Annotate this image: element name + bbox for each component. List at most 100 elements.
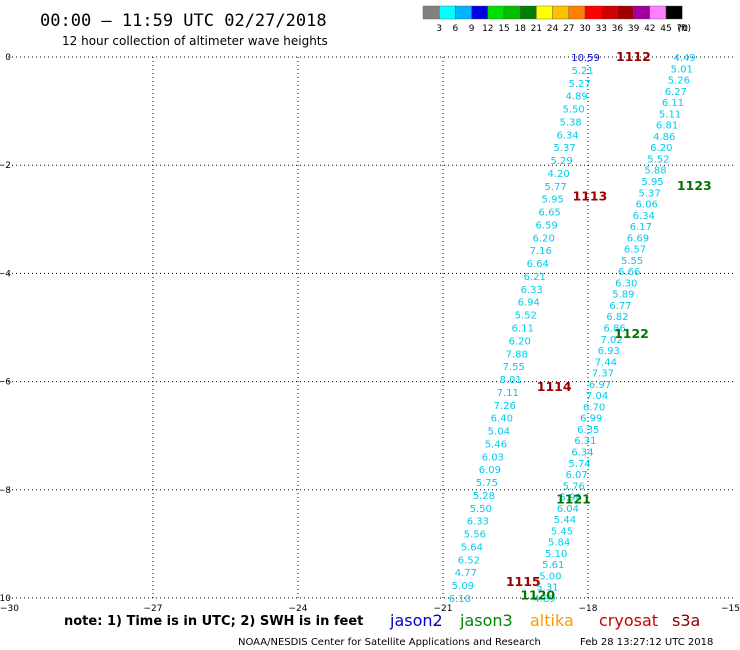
wave-height-value: 5.28 — [473, 491, 495, 502]
wave-height-value: 6.94 — [518, 298, 540, 309]
wave-height-value: 6.09 — [479, 465, 501, 476]
wave-height-value: 6.31 — [574, 436, 596, 447]
color-scale-label: 27 — [563, 24, 574, 34]
wave-height-value: 5.89 — [612, 290, 634, 301]
wave-height-value: 6.34 — [556, 130, 578, 141]
color-swatch — [520, 5, 537, 20]
orbit-number: 1120 — [520, 587, 555, 602]
wave-height-value: 6.20 — [650, 143, 672, 154]
color-scale-label: 70 — [676, 24, 688, 34]
wave-height-value: 6.34 — [571, 447, 593, 458]
wave-height-value: 4.89 — [533, 594, 555, 605]
wave-height-value: 5.95 — [641, 177, 663, 188]
color-swatch — [422, 5, 440, 20]
color-scale-label: 36 — [612, 24, 624, 34]
satellite-s3a: s3a — [672, 611, 700, 630]
wave-height-value: 6.17 — [630, 222, 652, 233]
wave-height-value: 5.61 — [542, 560, 564, 571]
timestamp: Feb 28 13:27:12 UTC 2018 — [580, 637, 713, 648]
chart-subtitle: 12 hour collection of altimeter wave hei… — [62, 34, 328, 48]
wave-height-value: 4.86 — [653, 132, 675, 143]
wave-height-value: 5.04 — [488, 427, 510, 438]
wave-height-value: 5.31 — [536, 583, 558, 594]
wave-height-value: 6.11 — [662, 98, 684, 109]
chart-title: 00:00 – 11:59 UTC 02/27/2018 — [40, 11, 327, 31]
color-scale-label: 33 — [595, 24, 606, 34]
wave-height-value: 6.70 — [583, 402, 605, 413]
wave-height-value: 5.21 — [571, 66, 593, 77]
x-tick-label: −18 — [579, 604, 598, 614]
wave-height-value: 5.50 — [470, 504, 492, 515]
wave-height-value: 5.76 — [563, 481, 585, 492]
wave-height-value: 5.11 — [659, 109, 681, 120]
wave-height-value: 7.26 — [494, 401, 516, 412]
wave-height-value: 6.93 — [598, 346, 620, 357]
x-tick-label: −24 — [289, 604, 308, 614]
orbit-number: 1123 — [677, 178, 712, 193]
wave-height-value: 6.77 — [609, 301, 631, 312]
color-scale-label: 6 — [453, 24, 459, 34]
wave-height-value: 4.77 — [455, 568, 477, 579]
wave-height-value: 5.46 — [485, 439, 507, 450]
color-swatch — [455, 5, 472, 20]
color-swatch — [568, 5, 586, 20]
color-scale-label: 21 — [531, 24, 542, 34]
wave-height-value: 5.52 — [647, 154, 669, 165]
wave-height-value: 5.01 — [671, 64, 693, 75]
wave-height-value: 7.44 — [595, 357, 617, 368]
wave-height-value: 8.01 — [500, 375, 522, 386]
wave-height-value: 6.82 — [606, 312, 628, 323]
wave-height-value: 10.59 — [571, 53, 600, 64]
color-scale-label: 45 — [660, 24, 671, 34]
color-scale-label: 9 — [469, 24, 475, 34]
wave-height-value: 6.65 — [539, 208, 561, 219]
wave-height-value: 5.95 — [542, 195, 564, 206]
wave-height-value: 6.03 — [482, 452, 504, 463]
color-swatch — [536, 5, 553, 20]
wave-height-value: 6.64 — [527, 259, 549, 270]
wave-height-value: 6.69 — [627, 233, 649, 244]
wave-height-value: 5.55 — [621, 256, 643, 267]
wave-height-value: 4.49 — [674, 53, 696, 64]
wave-height-value: 5.27 — [568, 79, 590, 90]
wave-height-value: 6.57 — [624, 245, 646, 256]
wave-height-value: 6.20 — [533, 233, 555, 244]
x-tick-label: −15 — [721, 604, 740, 614]
orbit-number: 1112 — [616, 49, 651, 64]
color-scale-label: 3 — [436, 24, 442, 34]
color-scale-label: 15 — [498, 24, 509, 34]
orbit-number: 1113 — [573, 189, 608, 204]
y-tick-label: −2 — [0, 161, 11, 171]
orbit-number: 1115 — [506, 574, 541, 589]
color-swatch — [617, 5, 634, 20]
wave-height-value: 6.34 — [633, 211, 655, 222]
wave-height-value: 5.77 — [545, 182, 567, 193]
wave-height-value: 5.00 — [539, 571, 561, 582]
color-swatch — [471, 5, 489, 20]
wave-height-value: 6.10 — [449, 594, 471, 605]
wave-height-value: 7.02 — [601, 335, 623, 346]
wave-height-value: 4.20 — [548, 169, 570, 180]
wave-height-value: 5.84 — [548, 538, 570, 549]
x-tick-label: −21 — [434, 604, 453, 614]
wave-height-value: 6.04 — [557, 504, 579, 515]
wave-height-value: 5.64 — [461, 542, 483, 553]
x-tick-label: −27 — [144, 604, 163, 614]
plot-grid — [8, 56, 733, 599]
x-tick-label: −30 — [0, 604, 19, 614]
wave-height-value: 5.96 — [560, 493, 582, 504]
wave-height-value: 6.33 — [521, 285, 543, 296]
y-tick-label: −6 — [0, 378, 11, 388]
wave-height-value: 5.44 — [554, 515, 576, 526]
wave-height-value: 5.26 — [668, 76, 690, 87]
wave-height-observations: 10.595.215.274.895.505.386.345.375.294.2… — [449, 53, 696, 605]
wave-height-value: 7.16 — [530, 246, 552, 257]
wave-height-value: 6.40 — [491, 414, 513, 425]
color-scale-label: 18 — [514, 24, 526, 34]
wave-height-value: 6.21 — [524, 272, 546, 283]
satellite-legend: jason2 jason3 altika cryosat s3a — [389, 611, 700, 630]
wave-height-value: 5.52 — [515, 311, 537, 322]
wave-height-value: 6.59 — [536, 220, 558, 231]
